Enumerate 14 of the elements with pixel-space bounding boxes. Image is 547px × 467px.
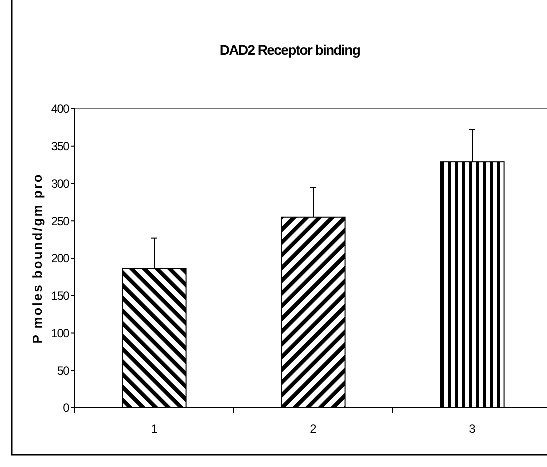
- y-tick-label: 250: [51, 214, 70, 228]
- x-tick-label: 1: [151, 422, 158, 436]
- y-tick-label: 400: [51, 102, 70, 116]
- y-tick-label: 300: [51, 176, 70, 191]
- y-tick-label: 350: [51, 140, 70, 154]
- y-tick-label: 150: [51, 289, 70, 304]
- x-tick-label: 3: [469, 422, 476, 436]
- y-tick-label: 200: [51, 252, 70, 266]
- y-axis-title: P moles bound/gm pro: [30, 173, 45, 344]
- chart-title: DAD2 Receptor binding: [220, 42, 360, 58]
- x-tick-label: 2: [310, 422, 318, 436]
- y-tick-label: 0: [63, 401, 70, 416]
- y-tick-label: 100: [51, 326, 70, 340]
- y-tick-label: 50: [57, 364, 70, 378]
